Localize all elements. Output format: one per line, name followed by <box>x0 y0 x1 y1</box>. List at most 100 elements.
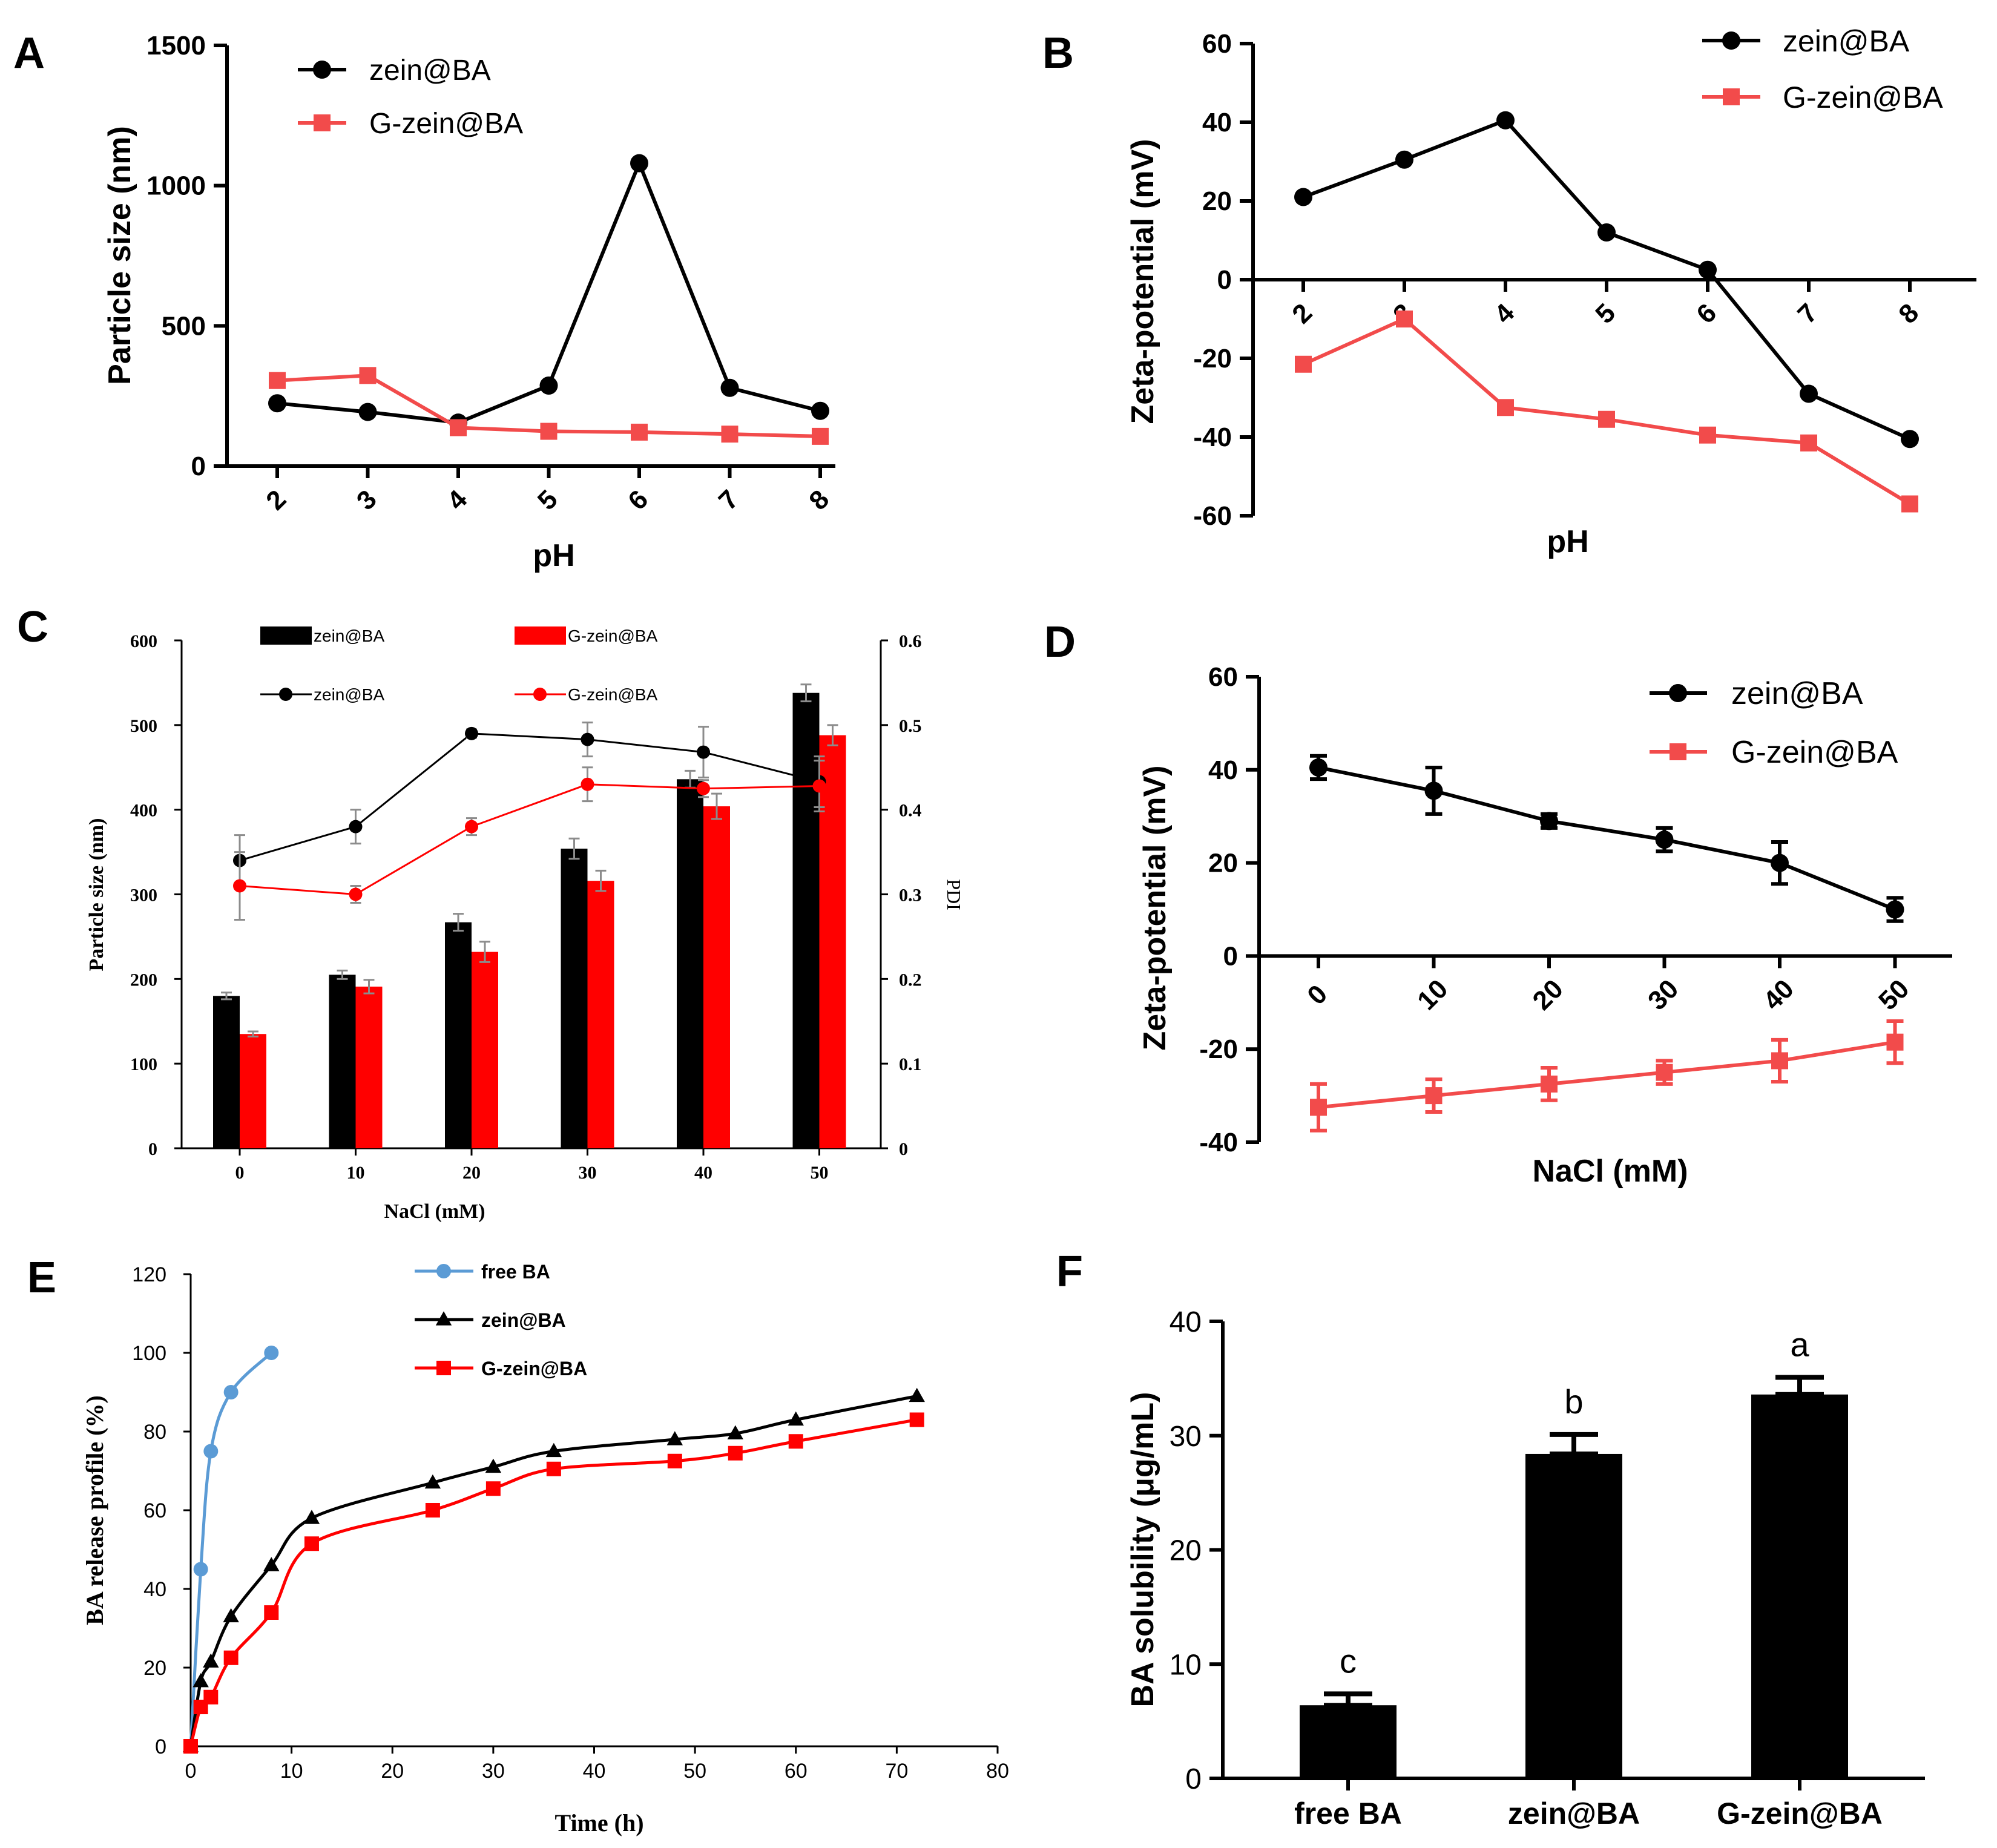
x-axis-label: pH <box>1547 524 1588 559</box>
data-point <box>1886 900 1904 919</box>
y-tick-label: -40 <box>1193 423 1232 452</box>
x-tick-label: 0 <box>1301 979 1333 1011</box>
data-point <box>223 1608 239 1623</box>
data-point <box>812 779 826 793</box>
panel-label-a: A <box>13 29 45 77</box>
data-point <box>304 1536 319 1551</box>
series-G-zein@BA: G-zein@BA <box>1295 81 1943 513</box>
x-tick-label: 20 <box>462 1163 481 1183</box>
data-point <box>666 1431 683 1445</box>
data-point <box>1294 188 1312 206</box>
error-bar <box>595 869 607 892</box>
panel-c: 0 100 200 300 400 500 600 0 0.1 0.2 0.3 0.4 0.5 0.6 0 1… <box>85 626 965 1223</box>
x-tick-label: 5 <box>532 484 564 516</box>
legend-swatch <box>260 626 312 645</box>
data-point <box>812 427 829 445</box>
data-point <box>450 419 467 436</box>
series-line <box>189 1395 918 1747</box>
data-point <box>697 781 710 795</box>
legend-label: free BA <box>481 1261 550 1283</box>
y-tick-label: 0 <box>1223 941 1238 971</box>
bar <box>587 881 614 1148</box>
x-tick-label: G-zein@BA <box>1717 1797 1883 1830</box>
data-point <box>631 423 648 441</box>
error-bar <box>1775 1375 1824 1397</box>
legend-label: G-zein@BA <box>568 685 658 704</box>
x-tick-label: free BA <box>1294 1797 1402 1830</box>
series-zein@BA: zein@BA <box>1294 24 1919 449</box>
data-point <box>1497 399 1514 416</box>
legend-label: zein@BA <box>481 1309 566 1331</box>
legend-marker <box>436 1361 451 1375</box>
y-axis-label: Particle size (nm) <box>85 818 108 972</box>
x-tick-label: 60 <box>785 1760 808 1783</box>
y-tick-label: 20 <box>143 1657 166 1680</box>
series-line <box>239 732 820 862</box>
x-tick-label: 10 <box>347 1163 365 1183</box>
data-point <box>1309 758 1327 777</box>
data-point <box>811 401 829 420</box>
x-axis-label: Time (h) <box>554 1809 643 1836</box>
y-tick-label: 100 <box>132 1342 166 1365</box>
data-point <box>349 887 363 901</box>
legend-label: G-zein@BA <box>1783 81 1943 114</box>
series-G-zein@BA: G-zein@BA <box>1310 735 1904 1133</box>
y-tick-label: -40 <box>1199 1128 1238 1157</box>
pdi-series-zein@BA <box>233 722 826 887</box>
bar <box>1300 1705 1397 1778</box>
legend-marker <box>436 1264 451 1278</box>
data-point <box>788 1411 804 1426</box>
data-point <box>1496 111 1515 130</box>
panel-label-f: F <box>1056 1248 1083 1296</box>
x-tick-label: 10 <box>280 1760 303 1783</box>
data-point <box>1699 426 1716 444</box>
legend-label: G-zein@BA <box>568 626 658 645</box>
y-tick-label: 20 <box>1170 1535 1202 1567</box>
y-tick-label: 40 <box>1170 1306 1202 1338</box>
data-point <box>233 879 246 893</box>
x-tick-label: 40 <box>583 1760 606 1783</box>
significance-letter: c <box>1340 1642 1357 1680</box>
x-tick-label: 30 <box>1642 974 1684 1016</box>
bar-series: c b a <box>1300 1325 1848 1778</box>
data-point <box>721 426 739 443</box>
y-tick-label: 500 <box>130 716 157 736</box>
data-point <box>1396 311 1413 327</box>
y2-tick-label: 0 <box>899 1139 908 1159</box>
y-tick-label: 40 <box>143 1578 166 1601</box>
y-tick-label: 80 <box>143 1421 166 1444</box>
panel-a: 0 500 1000 1500 2 3 4 5 6 7 8 pH Particle size (nm) z… <box>102 31 835 573</box>
data-point <box>697 745 710 759</box>
data-point <box>1699 260 1717 279</box>
data-point <box>485 1458 502 1473</box>
bar <box>355 986 383 1148</box>
x-tick-label: 20 <box>1527 974 1569 1016</box>
legend-label: zein@BA <box>369 54 491 87</box>
legend: zein@BA G-zein@BA zein@BA G-zein@BA <box>260 626 658 704</box>
y-tick-label: -20 <box>1199 1034 1238 1064</box>
data-point <box>1886 1033 1904 1051</box>
error-bar <box>221 991 232 1001</box>
y-tick-label: 600 <box>130 631 157 651</box>
x-tick-label: 8 <box>1893 298 1924 329</box>
bar <box>240 1034 266 1148</box>
data-point <box>485 1481 501 1496</box>
legend-marker <box>279 688 292 701</box>
data-point <box>1310 1099 1327 1116</box>
x-tick-label: 0 <box>235 1163 245 1183</box>
x-tick-label: 50 <box>1873 974 1915 1016</box>
data-point <box>581 777 594 791</box>
x-tick-label: 50 <box>683 1760 706 1783</box>
y-tick-label: 1500 <box>146 31 206 61</box>
y-tick-label: 60 <box>1208 662 1238 692</box>
y-tick-label: 0 <box>148 1139 157 1159</box>
legend-marker <box>533 688 547 701</box>
pdi-series-G-zein@BA <box>233 760 826 921</box>
panel-label-d: D <box>1044 618 1076 666</box>
y-tick-label: 120 <box>132 1263 166 1286</box>
legend-label: G-zein@BA <box>481 1358 587 1379</box>
y-tick-label: 40 <box>1208 755 1238 785</box>
bar-series-zein@BA <box>213 683 820 1148</box>
x-tick-label: zein@BA <box>1508 1797 1640 1830</box>
y-tick-label: 1000 <box>146 171 206 201</box>
